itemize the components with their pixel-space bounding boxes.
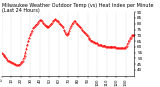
Text: Milwaukee Weather Outdoor Temp (vs) Heat Index per Minute (Last 24 Hours): Milwaukee Weather Outdoor Temp (vs) Heat… — [2, 3, 153, 13]
